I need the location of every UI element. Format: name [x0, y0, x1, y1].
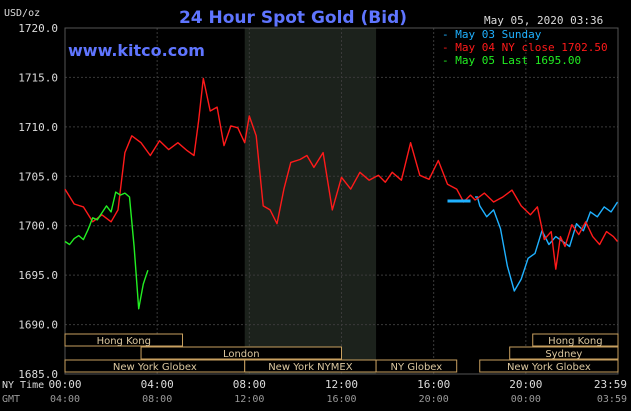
y-tick-label: 1715.0: [18, 71, 58, 84]
y-tick-label: 1710.0: [18, 121, 58, 134]
y-tick-label: 1685.0: [18, 368, 58, 381]
x-tick-label-gmt: 16:00: [326, 394, 356, 405]
y-tick-label: 1705.0: [18, 170, 58, 183]
x-tick-label-gmt: 04:00: [50, 394, 80, 405]
series-line: [64, 191, 149, 310]
y-tick-label: 1720.0: [18, 22, 58, 35]
x-tick-label-ny: 23:59: [594, 378, 627, 391]
session-box: [532, 333, 619, 347]
session-label: New York NYMEX: [268, 362, 353, 373]
session-label: Hong Kong: [548, 336, 602, 347]
session-box: [479, 359, 619, 373]
legend-entry: - May 05 Last 1695.00: [442, 54, 581, 67]
unit-label: USD/oz: [4, 8, 40, 19]
session-box: [64, 333, 184, 347]
x-tick-label-gmt: 03:59: [597, 394, 627, 405]
x-tick-label-ny: 16:00: [417, 378, 450, 391]
nymex-session-band: [244, 28, 377, 374]
session-label: NY Globex: [391, 362, 443, 373]
x-tick-label-gmt: 00:00: [511, 394, 541, 405]
chart-title: 24 Hour Spot Gold (Bid): [179, 8, 407, 28]
timestamp-label: May 05, 2020 03:36: [484, 14, 603, 27]
session-label: Hong Kong: [97, 336, 151, 347]
session-label: London: [223, 349, 260, 360]
website-label[interactable]: www.kitco.com: [68, 41, 205, 60]
ny-time-label: NY Time: [2, 380, 44, 391]
series-line: [64, 77, 619, 270]
session-label: Sydney: [545, 349, 582, 360]
x-tick-label-gmt: 20:00: [419, 394, 449, 405]
y-tick-label: 1690.0: [18, 319, 58, 332]
x-tick-label-ny: 08:00: [233, 378, 266, 391]
x-tick-label-gmt: 12:00: [234, 394, 264, 405]
x-tick-label-ny: 04:00: [141, 378, 174, 391]
gmt-label: GMT: [2, 394, 20, 405]
legend-entry: - May 04 NY close 1702.50: [442, 41, 608, 54]
session-label: New York Globex: [113, 362, 197, 373]
x-tick-label-ny: 20:00: [509, 378, 542, 391]
y-tick-label: 1695.0: [18, 269, 58, 282]
legend-entry: - May 03 Sunday: [442, 28, 542, 41]
x-tick-label-ny: 12:00: [325, 378, 358, 391]
y-tick-label: 1700.0: [18, 220, 58, 233]
x-tick-label-gmt: 08:00: [142, 394, 172, 405]
session-box: [509, 346, 619, 360]
plot-area-border: [64, 27, 619, 375]
session-box: [140, 346, 342, 360]
session-label: New York Globex: [507, 362, 591, 373]
session-box: [375, 359, 458, 373]
x-tick-label-ny: 00:00: [48, 378, 81, 391]
